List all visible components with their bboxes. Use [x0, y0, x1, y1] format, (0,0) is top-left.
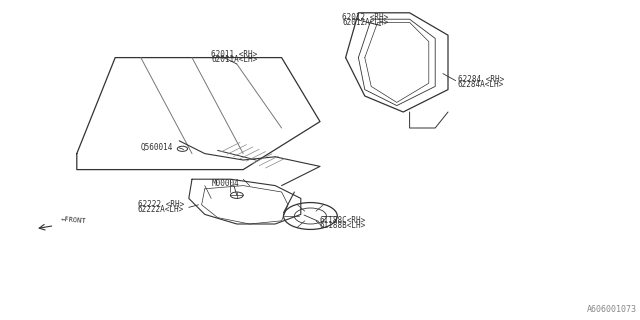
Text: 62222A<LH>: 62222A<LH> [138, 205, 184, 214]
Text: A606001073: A606001073 [587, 305, 637, 314]
Text: 62222 <RH>: 62222 <RH> [138, 200, 184, 209]
Text: 62284 <RH>: 62284 <RH> [458, 76, 504, 84]
Text: 62012A<LH>: 62012A<LH> [342, 18, 388, 27]
Text: 61188B<LH>: 61188B<LH> [320, 221, 366, 230]
Text: M00004: M00004 [211, 180, 239, 188]
Text: 62011A<LH>: 62011A<LH> [211, 55, 257, 64]
Text: 62284A<LH>: 62284A<LH> [458, 80, 504, 89]
Text: Q560014: Q560014 [141, 143, 173, 152]
Text: 62012 <RH>: 62012 <RH> [342, 13, 388, 22]
Text: 62011 <RH>: 62011 <RH> [211, 50, 257, 59]
Text: ←FRONT: ←FRONT [61, 216, 87, 224]
Text: 61188C<RH>: 61188C<RH> [320, 216, 366, 225]
